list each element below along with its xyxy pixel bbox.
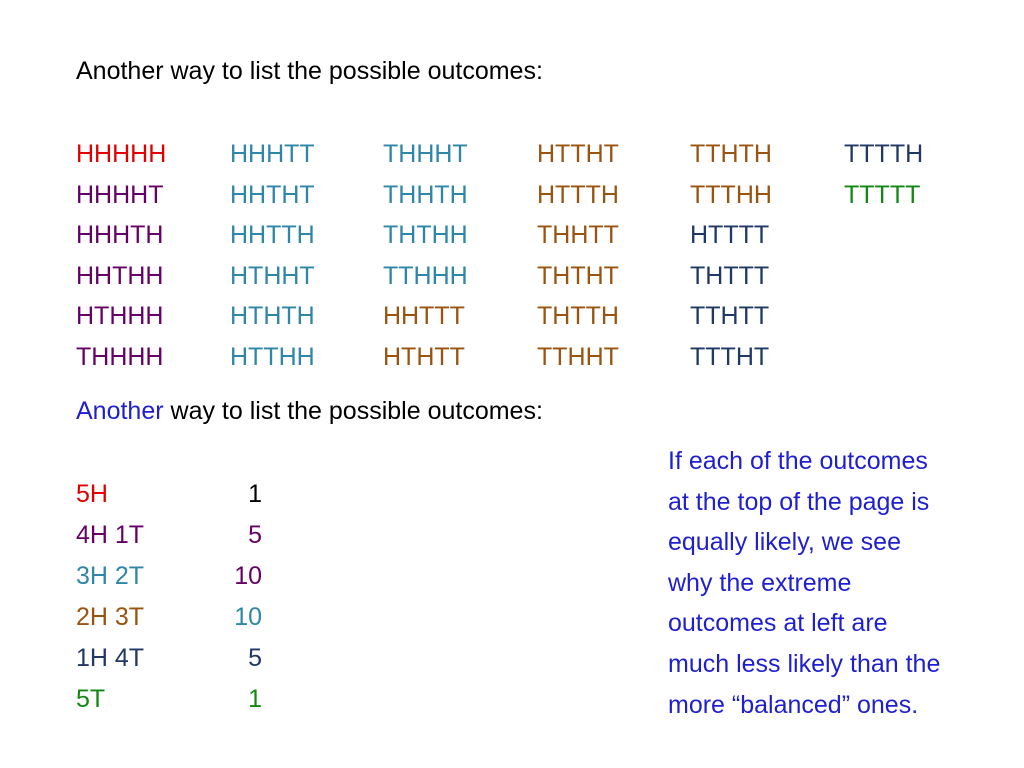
outcome-cell: HTTTH bbox=[537, 181, 619, 209]
summary-count: 5 bbox=[248, 521, 262, 549]
outcome-cell: HHHTH bbox=[76, 221, 164, 249]
summary-count: 5 bbox=[248, 644, 262, 672]
summary-label: 5T bbox=[76, 685, 106, 713]
outcome-cell: THHHH bbox=[76, 343, 164, 371]
outcome-cell: HTTHT bbox=[537, 140, 619, 168]
outcome-cell: THHTT bbox=[537, 221, 619, 249]
outcomes-heading: Another way to list the possible outcome… bbox=[76, 57, 543, 85]
summary-label: 2H 3T bbox=[76, 603, 145, 631]
note-line: outcomes at left are bbox=[668, 609, 888, 638]
outcome-cell: TTHHT bbox=[537, 343, 619, 371]
outcome-cell: THTHH bbox=[383, 221, 468, 249]
summary-count: 1 bbox=[248, 480, 262, 508]
outcome-cell: HTHHH bbox=[76, 302, 164, 330]
outcome-cell: TTTTT bbox=[844, 181, 921, 209]
note-line: If each of the outcomes bbox=[668, 447, 928, 475]
outcome-cell: HTHTH bbox=[230, 302, 315, 330]
outcome-cell: TTHTH bbox=[690, 140, 772, 168]
outcome-cell: HHHHT bbox=[76, 181, 164, 209]
outcome-cell: HTTTT bbox=[690, 221, 770, 249]
outcome-cell: THHHT bbox=[383, 140, 468, 168]
summary-heading: Another way to list the possible outcome… bbox=[76, 396, 543, 426]
note-line: much less likely than the bbox=[668, 649, 941, 678]
summary-label: 3H 2T bbox=[76, 562, 145, 590]
summary-label: 1H 4T bbox=[76, 644, 145, 672]
summary-label: 4H 1T bbox=[76, 521, 145, 549]
note-line: at the top of the page is bbox=[668, 487, 930, 516]
summary-heading-rest: way to list the possible outcomes: bbox=[163, 397, 543, 425]
outcome-cell: HHHHH bbox=[76, 140, 167, 168]
outcome-cell: HHTTT bbox=[383, 302, 465, 330]
note-line: equally likely, we see bbox=[668, 528, 901, 557]
outcome-cell: HTTHH bbox=[230, 343, 315, 371]
outcome-cell: TTTTH bbox=[844, 140, 924, 168]
outcome-cell: HHTTH bbox=[230, 221, 315, 249]
outcome-cell: TTTHT bbox=[690, 343, 770, 371]
outcome-cell: TTHTT bbox=[690, 302, 770, 330]
summary-heading-highlight: Another bbox=[76, 397, 164, 425]
summary-count: 10 bbox=[234, 562, 262, 590]
outcome-cell: HHTHT bbox=[230, 181, 315, 209]
outcome-cell: THHTH bbox=[383, 181, 468, 209]
note-line: more “balanced” ones. bbox=[668, 690, 919, 719]
summary-count: 1 bbox=[248, 685, 262, 713]
explanation-note: If each of the outcomes at the top of the… bbox=[668, 441, 1018, 725]
outcome-cell: HTHHT bbox=[230, 262, 315, 290]
outcome-cell: HHHTT bbox=[230, 140, 315, 168]
outcome-cell: TTTHH bbox=[690, 181, 772, 209]
outcome-cell: THTTH bbox=[537, 302, 619, 330]
note-line: why the extreme bbox=[668, 568, 852, 597]
outcome-cell: THTHT bbox=[537, 262, 619, 290]
summary-label: 5H bbox=[76, 480, 108, 508]
outcome-cell: THTTT bbox=[690, 262, 770, 290]
summary-count: 10 bbox=[234, 603, 262, 631]
outcome-cell: TTHHH bbox=[383, 262, 468, 290]
outcome-cell: HTHTT bbox=[383, 343, 465, 371]
outcome-cell: HHTHH bbox=[76, 262, 164, 290]
